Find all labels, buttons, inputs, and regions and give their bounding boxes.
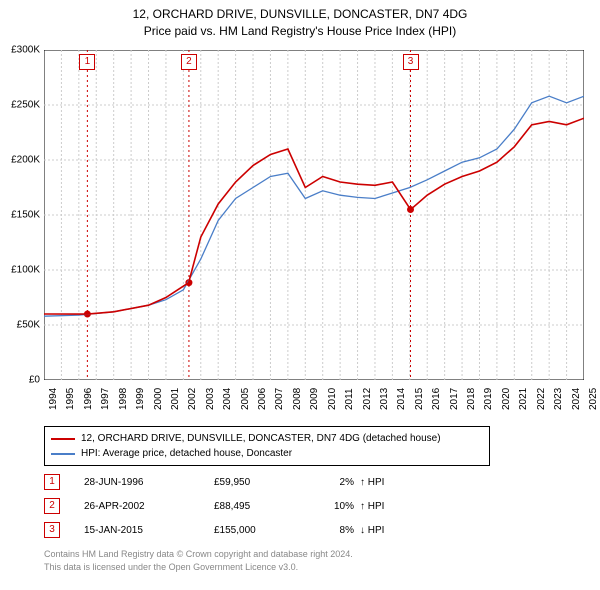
x-axis-label: 1997 <box>100 388 111 410</box>
chart-svg <box>44 50 584 380</box>
x-axis-label: 2003 <box>205 388 216 410</box>
sale-marker-icon: 3 <box>44 522 60 538</box>
sales-row: 2 26-APR-2002 £88,495 10% ↑ HPI <box>44 494 410 518</box>
legend-row: 12, ORCHARD DRIVE, DUNSVILLE, DONCASTER,… <box>51 431 483 446</box>
x-axis-label: 2008 <box>292 388 303 410</box>
y-axis-label: £300K <box>11 45 40 56</box>
x-axis-label: 2019 <box>483 388 494 410</box>
legend-row: HPI: Average price, detached house, Donc… <box>51 446 483 461</box>
x-axis-label: 2023 <box>553 388 564 410</box>
y-axis-label: £0 <box>29 375 40 386</box>
sale-direction: ↑ HPI <box>354 501 410 512</box>
chart-container: 12, ORCHARD DRIVE, DUNSVILLE, DONCASTER,… <box>0 0 600 590</box>
x-axis-label: 1994 <box>48 388 59 410</box>
sale-date: 26-APR-2002 <box>60 501 214 512</box>
x-axis-label: 2024 <box>571 388 582 410</box>
x-axis-label: 2021 <box>518 388 529 410</box>
sale-marker-icon: 1 <box>44 474 60 490</box>
legend: 12, ORCHARD DRIVE, DUNSVILLE, DONCASTER,… <box>44 426 490 466</box>
title-subtitle: Price paid vs. HM Land Registry's House … <box>0 23 600 40</box>
x-axis-label: 2001 <box>170 388 181 410</box>
sales-table: 1 28-JUN-1996 £59,950 2% ↑ HPI 2 26-APR-… <box>44 470 410 542</box>
y-axis-label: £150K <box>11 210 40 221</box>
x-axis-label: 2002 <box>187 388 198 410</box>
y-axis-label: £250K <box>11 100 40 111</box>
sale-price: £59,950 <box>214 477 314 488</box>
legend-label: 12, ORCHARD DRIVE, DUNSVILLE, DONCASTER,… <box>81 431 441 446</box>
chart-marker-label: 1 <box>79 54 95 70</box>
legend-swatch <box>51 438 75 440</box>
footer-line: Contains HM Land Registry data © Crown c… <box>44 548 353 561</box>
x-axis-label: 1996 <box>83 388 94 410</box>
sale-pct: 8% <box>314 525 354 536</box>
footer: Contains HM Land Registry data © Crown c… <box>44 548 353 573</box>
x-axis-label: 2011 <box>344 388 355 410</box>
chart-marker-label: 3 <box>403 54 419 70</box>
title-block: 12, ORCHARD DRIVE, DUNSVILLE, DONCASTER,… <box>0 0 600 40</box>
x-axis-label: 2017 <box>449 388 460 410</box>
x-axis-label: 2016 <box>431 388 442 410</box>
legend-label: HPI: Average price, detached house, Donc… <box>81 446 292 461</box>
x-axis-label: 2010 <box>327 388 338 410</box>
x-axis-label: 2007 <box>274 388 285 410</box>
x-axis-label: 1999 <box>135 388 146 410</box>
sale-price: £88,495 <box>214 501 314 512</box>
sales-row: 3 15-JAN-2015 £155,000 8% ↓ HPI <box>44 518 410 542</box>
sale-price: £155,000 <box>214 525 314 536</box>
x-axis-label: 2006 <box>257 388 268 410</box>
x-axis-label: 2013 <box>379 388 390 410</box>
x-axis-label: 1995 <box>65 388 76 410</box>
chart-area: 123£0£50K£100K£150K£200K£250K£300K199419… <box>44 50 584 380</box>
sale-direction: ↑ HPI <box>354 477 410 488</box>
chart-marker-label: 2 <box>181 54 197 70</box>
y-axis-label: £50K <box>17 320 40 331</box>
y-axis-label: £100K <box>11 265 40 276</box>
legend-swatch <box>51 453 75 455</box>
footer-line: This data is licensed under the Open Gov… <box>44 561 353 574</box>
title-address: 12, ORCHARD DRIVE, DUNSVILLE, DONCASTER,… <box>0 6 600 23</box>
x-axis-label: 2005 <box>240 388 251 410</box>
x-axis-label: 2025 <box>588 388 599 410</box>
y-axis-label: £200K <box>11 155 40 166</box>
x-axis-label: 2018 <box>466 388 477 410</box>
x-axis-label: 2012 <box>362 388 373 410</box>
sale-direction: ↓ HPI <box>354 525 410 536</box>
sale-date: 15-JAN-2015 <box>60 525 214 536</box>
sale-pct: 10% <box>314 501 354 512</box>
sale-date: 28-JUN-1996 <box>60 477 214 488</box>
x-axis-label: 2015 <box>414 388 425 410</box>
x-axis-label: 2004 <box>222 388 233 410</box>
x-axis-label: 2020 <box>501 388 512 410</box>
x-axis-label: 2000 <box>153 388 164 410</box>
x-axis-label: 1998 <box>118 388 129 410</box>
sale-marker-icon: 2 <box>44 498 60 514</box>
x-axis-label: 2022 <box>536 388 547 410</box>
sales-row: 1 28-JUN-1996 £59,950 2% ↑ HPI <box>44 470 410 494</box>
x-axis-label: 2009 <box>309 388 320 410</box>
sale-pct: 2% <box>314 477 354 488</box>
x-axis-label: 2014 <box>396 388 407 410</box>
